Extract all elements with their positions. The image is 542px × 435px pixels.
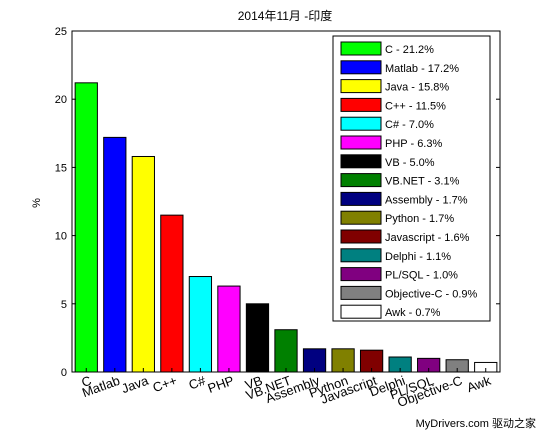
legend-label-8: Assembly - 1.7% [385,194,468,206]
legend-swatch-0 [340,41,382,56]
bar-3 [160,214,184,373]
legend-swatch-2 [340,79,382,94]
y-tick-label-5: 25 [55,26,67,38]
legend-swatch-7 [340,173,382,188]
legend-swatch-14 [340,304,382,319]
legend-label-1: Matlab - 17.2% [385,63,459,75]
legend-swatch-13 [340,285,382,300]
legend-swatch-9 [340,210,382,225]
bar-1 [103,136,127,373]
bar-2 [131,155,155,373]
legend-swatch-12 [340,267,382,282]
bars-group [74,82,498,373]
legend-label-2: Java - 15.8% [385,82,449,94]
legend-label-6: VB - 5.0% [385,157,435,169]
legend-label-4: C# - 7.0% [385,119,434,131]
legend-swatch-6 [340,154,382,169]
y-ticks: 0 5 10 15 20 25 [55,26,500,379]
legend-label-14: Awk - 0.7% [385,307,441,319]
y-axis-label: % [31,198,43,208]
y-tick-label-4: 20 [55,94,67,106]
y-tick-label-2: 10 [55,231,67,243]
x-tick-label-3: C++ [151,373,179,396]
x-tick-label-4: C# [187,372,208,392]
y-tick-label-1: 5 [61,299,67,311]
bar-5 [217,285,241,373]
legend-swatch-1 [340,60,382,75]
bar-4 [188,276,213,373]
y-tick-label-0: 0 [61,367,67,379]
legend-label-9: Python - 1.7% [385,213,454,225]
watermark: MyDrivers.com 驱动之家 [415,418,536,430]
legend-label-13: Objective-C - 0.9% [385,288,478,300]
legend-swatch-5 [340,135,382,150]
legend-label-0: C - 21.2% [385,44,434,56]
legend-swatch-10 [340,229,382,244]
bar-6 [245,303,270,373]
legend-swatch-3 [340,97,382,112]
legend-label-11: Delphi - 1.1% [385,251,451,263]
chart-title: 2014年11月 -印度 [238,8,332,23]
legend: C - 21.2% Matlab - 17.2% Java - 15.8% C++ -… [332,35,491,322]
legend-label-7: VB.NET - 3.1% [385,176,460,188]
y-tick-label-3: 15 [55,162,67,174]
legend-label-10: Javascript - 1.6% [385,232,470,244]
legend-label-5: PHP - 6.3% [385,138,442,150]
bar-0 [74,82,98,373]
bar-7 [274,329,298,373]
legend-swatch-4 [340,116,382,131]
legend-label-12: PL/SQL - 1.0% [385,270,458,282]
x-tick-label-2: Java [119,372,151,396]
legend-swatch-11 [340,248,382,263]
x-tick-label-14: Awk [465,373,493,396]
x-tick-label-5: PHP [206,373,236,396]
legend-label-3: C++ - 11.5% [385,100,446,112]
legend-swatch-8 [340,191,382,206]
x-tick-label-6: VB [243,373,264,393]
